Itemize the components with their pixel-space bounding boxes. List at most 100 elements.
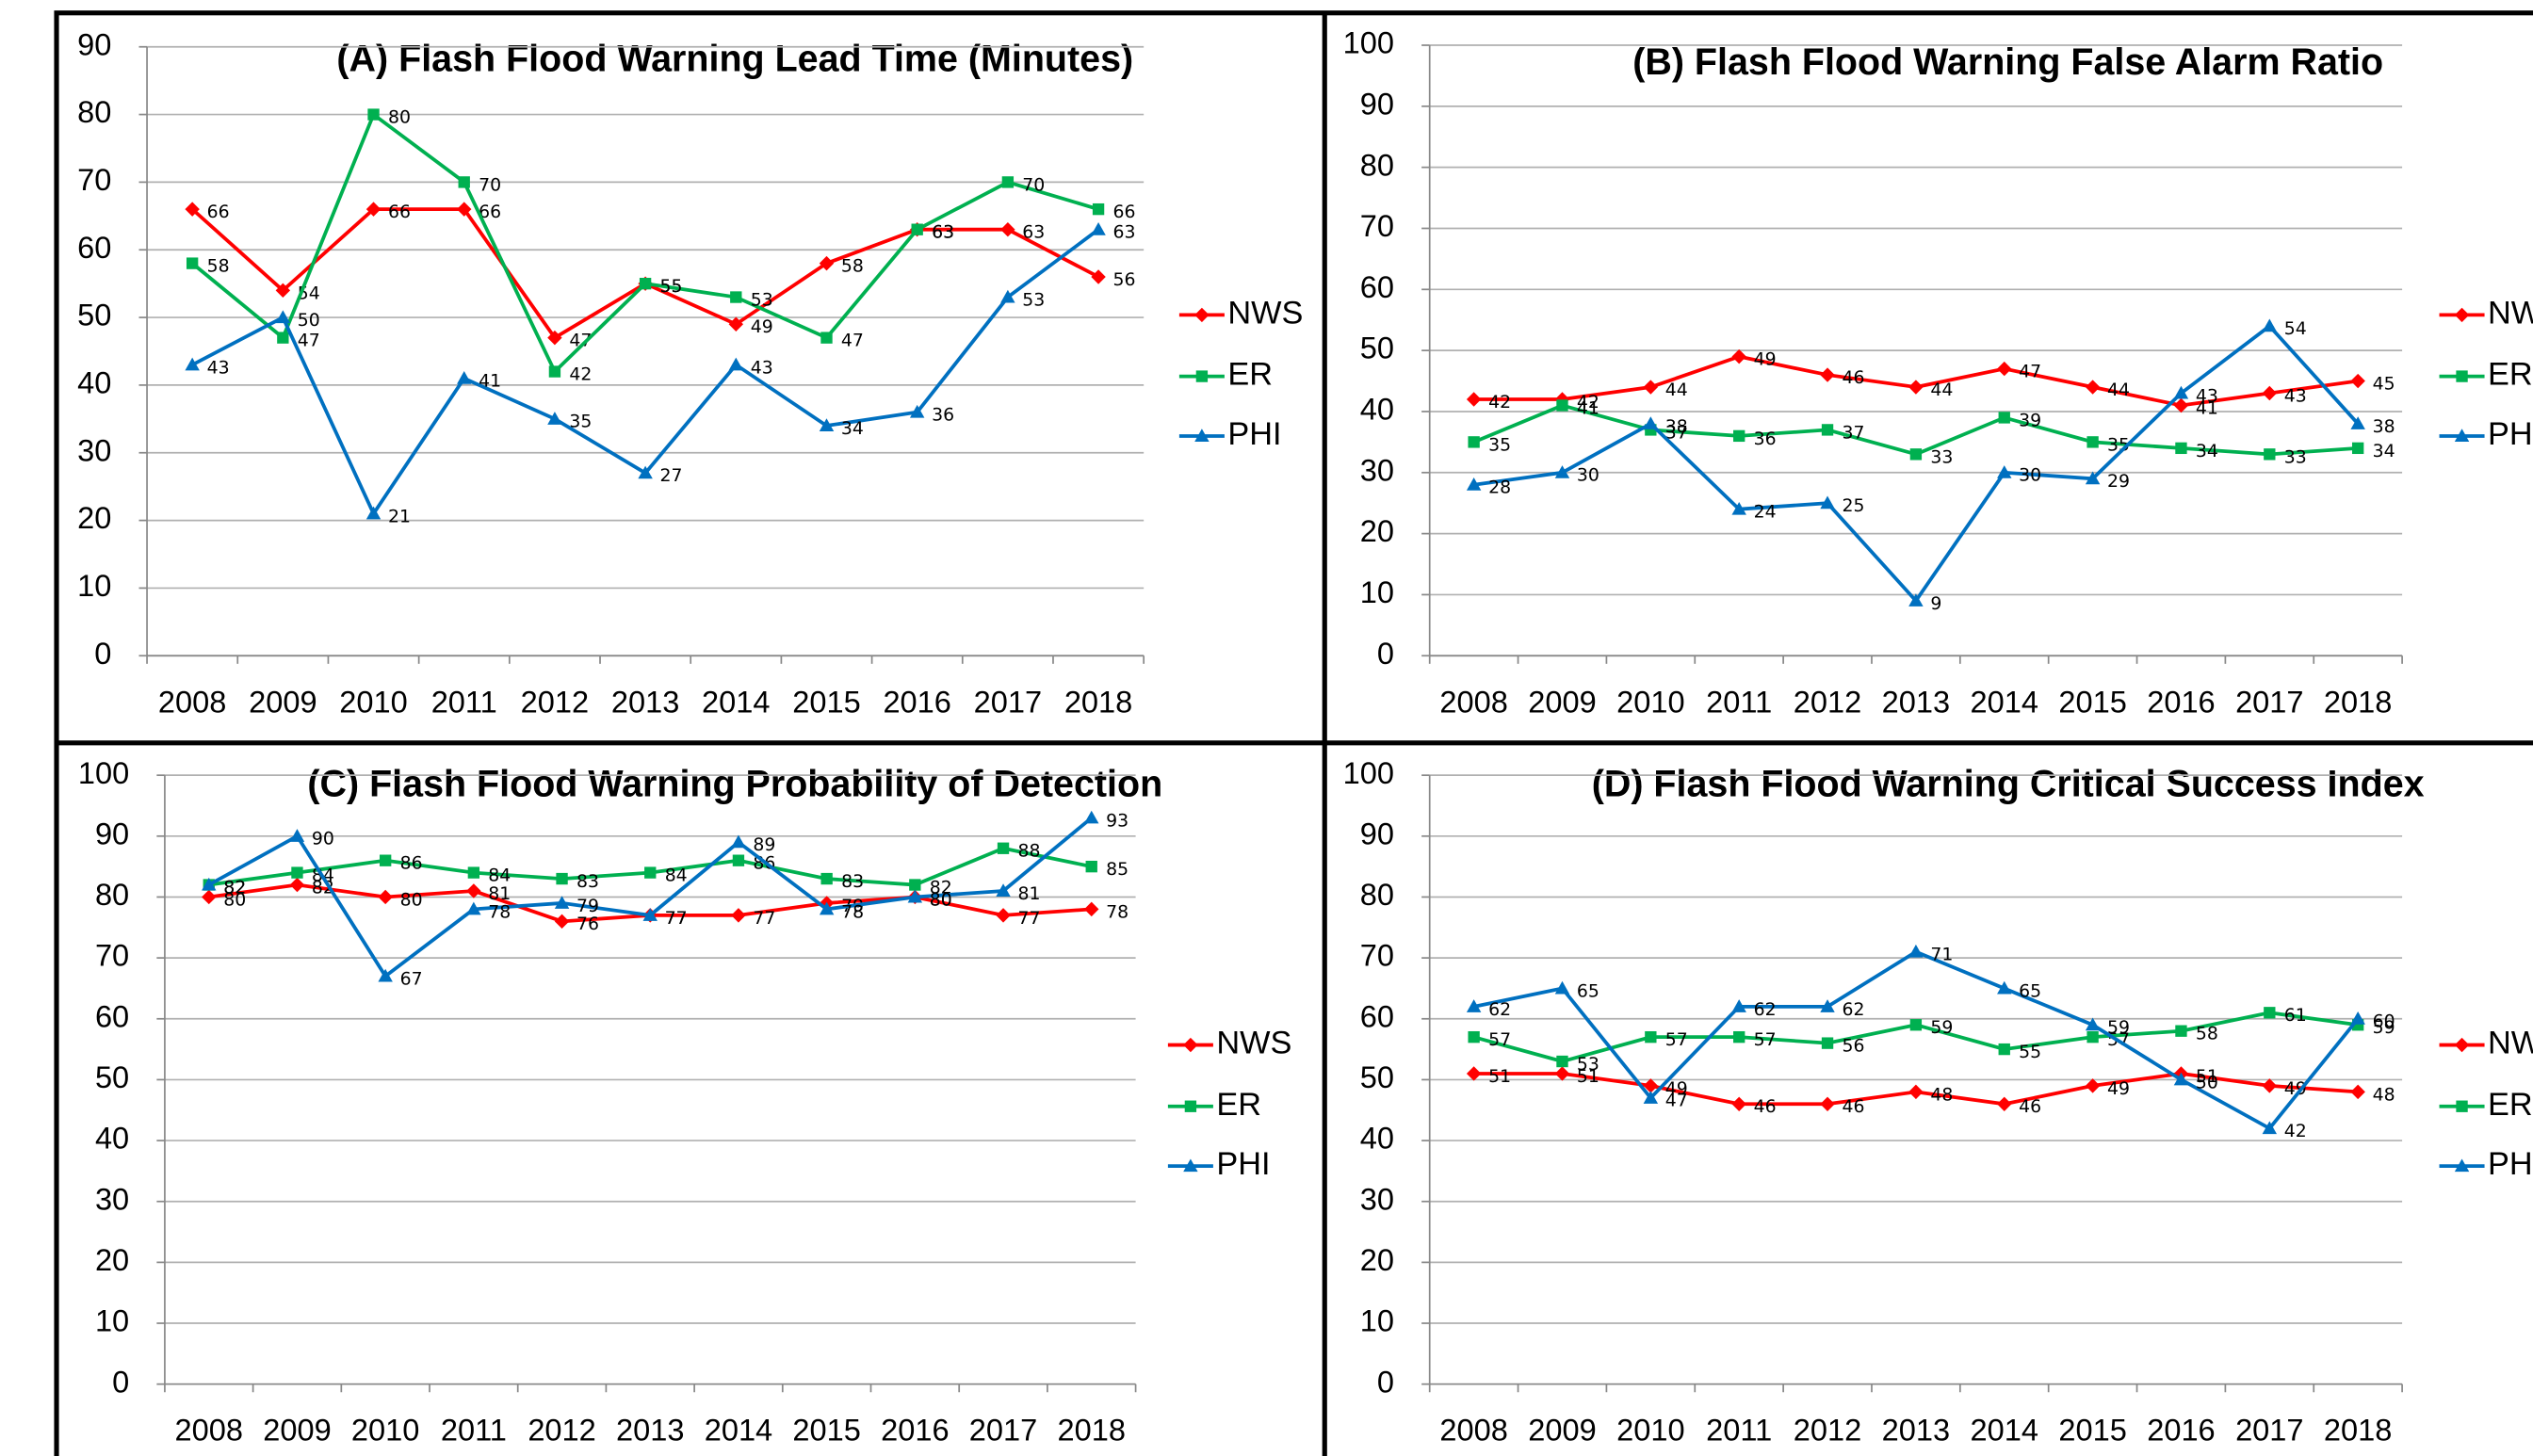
marker [1645,1030,1657,1043]
data-label: 43 [2196,385,2218,406]
marker [289,829,305,842]
y-tick-label: 0 [94,637,111,671]
data-label: 43 [2284,385,2307,406]
marker [1909,448,1923,461]
marker [289,877,305,893]
marker [1908,1084,1924,1100]
chart: (D) Flash Flood Warning Critical Success… [1343,756,2533,1448]
data-label: 82 [930,877,952,898]
x-tick-label: 2016 [881,1414,949,1448]
legend-label: NWS [2488,295,2533,331]
marker [548,365,561,378]
marker [457,202,472,217]
data-label: 71 [1930,945,1953,965]
y-tick-label: 50 [77,299,111,332]
x-tick-label: 2014 [702,685,770,719]
data-label: 53 [1022,289,1045,310]
data-label: 90 [312,829,334,849]
data-label: 77 [753,908,775,929]
x-tick-label: 2012 [528,1414,595,1448]
marker [379,854,392,866]
legend-label: ER [1227,357,1273,393]
marker [275,283,291,299]
data-label: 42 [1488,392,1511,413]
marker [2173,385,2189,399]
y-tick-label: 40 [1360,393,1394,427]
data-label: 58 [2196,1024,2218,1044]
marker [466,883,481,898]
marker [911,223,923,235]
y-tick-label: 50 [1360,1060,1394,1094]
data-label: 44 [2107,380,2130,400]
data-label: 47 [841,331,864,351]
data-label: 50 [2196,1072,2218,1092]
marker [997,842,1010,854]
marker [1997,980,2012,995]
data-label: 45 [2373,373,2395,394]
x-tick-label: 2015 [792,1414,860,1448]
data-label: 80 [223,889,246,910]
y-tick-label: 60 [1360,270,1394,304]
legend-label: PHI [1227,416,1281,452]
marker [2085,471,2101,485]
data-label: 61 [2284,1005,2307,1026]
y-tick-label: 40 [77,366,111,400]
x-tick-label: 2018 [1064,685,1132,719]
marker [458,176,470,188]
marker [909,879,921,891]
marker [2454,307,2470,323]
data-label: 77 [665,908,688,929]
marker [1733,429,1745,443]
marker [466,901,481,915]
data-label: 65 [1577,980,1599,1001]
data-label: 80 [400,889,423,910]
data-label: 33 [2284,446,2307,467]
y-tick-label: 30 [77,433,111,467]
y-tick-label: 60 [1360,999,1394,1033]
y-tick-label: 100 [1343,26,1394,60]
y-tick-label: 10 [77,569,111,603]
marker [1556,399,1568,412]
marker [1092,202,1105,216]
data-label: 28 [1488,477,1511,498]
y-tick-label: 90 [1360,817,1394,850]
marker [1468,436,1480,448]
marker [639,277,652,290]
data-label: 38 [2373,416,2395,437]
legend-label: ER [2488,357,2533,393]
data-label: 58 [841,256,864,277]
marker [642,908,658,921]
x-tick-label: 2014 [705,1414,772,1448]
marker [1820,495,1835,510]
data-label: 84 [488,866,511,886]
x-tick-label: 2008 [1439,1414,1507,1448]
data-label: 42 [1577,392,1599,413]
data-label: 47 [298,331,320,351]
data-label: 66 [388,202,411,222]
data-label: 41 [1577,397,1599,418]
data-label: 30 [2019,465,2041,486]
x-tick-label: 2016 [2147,685,2215,719]
data-label: 49 [751,316,773,337]
x-tick-label: 2009 [1528,1414,1596,1448]
data-label: 63 [932,222,954,243]
data-label: 48 [1930,1084,1953,1105]
x-tick-label: 2011 [1706,685,1772,719]
data-label: 46 [1842,1096,1864,1117]
data-label: 37 [1842,422,1864,443]
data-label: 88 [1017,841,1040,862]
marker [2085,1078,2101,1093]
y-tick-label: 20 [77,501,111,535]
data-label: 59 [1930,1017,1953,1038]
data-label: 66 [207,202,230,222]
marker [547,412,562,425]
y-tick-label: 50 [1360,332,1394,365]
x-tick-label: 2014 [1971,1414,2038,1448]
y-tick-label: 100 [1343,756,1394,790]
data-label: 70 [1022,174,1045,195]
data-label: 80 [930,889,952,910]
marker [2262,385,2278,401]
x-tick-label: 2015 [2058,1414,2126,1448]
data-label: 51 [2196,1066,2218,1087]
data-label: 77 [665,908,688,929]
